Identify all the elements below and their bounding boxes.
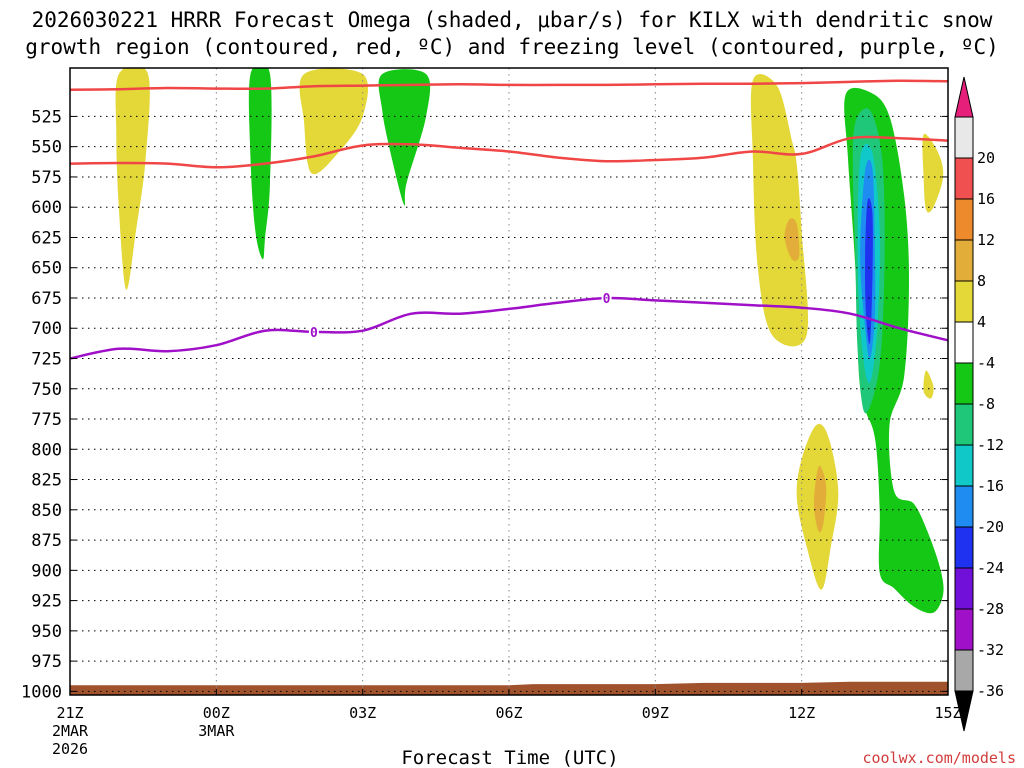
colorbar: 20 16 12 8 4 -4 -8 -12 -16 -20 -24 -28 -32 -36 [954,76,1004,732]
colorbar-swatch-13 [954,649,974,692]
freezing-level-label-0: 0 [310,326,318,341]
x-tick-label-1: 00Z [203,704,230,722]
dgz-contour-lower [70,135,948,169]
x-tick-label-4: 09Z [642,704,669,722]
contour-label-layer: 00 [308,290,612,341]
colorbar-swatch-6 [954,362,974,405]
colorbar-label-2: 12 [977,231,995,249]
colorbar-swatch-5 [954,321,974,364]
colorbar-swatch-8 [954,444,974,487]
omega-region-1 [248,68,272,260]
omega-region-7 [813,465,827,533]
omega-region-8 [922,133,944,213]
y-tick-label-16: 925 [31,592,62,612]
y-tick-label-8: 725 [31,350,62,370]
y-tick-label-18: 975 [31,652,62,672]
x-tick-date-1: 3MAR [198,722,235,740]
x-tick-label-6: 15Z [934,704,961,722]
colorbar-swatch-10 [954,526,974,569]
y-tick-label-10: 775 [31,410,62,430]
colorbar-label-3: 8 [977,272,986,290]
y-tick-label-5: 650 [31,259,62,279]
y-tick-label-15: 900 [31,561,62,581]
y-tick-label-11: 800 [31,440,62,460]
omega-region-2 [299,68,369,175]
y-tick-label-7: 700 [31,319,62,339]
x-tick-date-0: 2MAR [52,722,89,740]
dgz-contour-upper [70,79,948,92]
y-tick-label-2: 575 [31,168,62,188]
credit-text[interactable]: coolwx.com/models [862,749,1016,767]
grid-layer [70,68,948,695]
colorbar-swatch-12 [954,608,974,651]
colorbar-swatch-11 [954,567,974,610]
freezing-level-contour [70,296,948,360]
colorbar-label-5: -4 [977,354,995,372]
y-tick-label-6: 675 [31,289,62,309]
y-tick-label-19: 1000 [21,682,62,702]
colorbar-label-1: 16 [977,190,995,208]
x-tick-label-0: 21Z [56,704,83,722]
omega-region-4 [750,74,809,347]
freezing-label-bg-0 [308,324,319,339]
terrain-fill [70,681,948,695]
colorbar-label-9: -20 [977,518,1004,536]
colorbar-swatch-9 [954,485,974,528]
x-tick-label-5: 12Z [788,704,815,722]
omega-region-14 [865,198,873,344]
x-tick-label-2: 03Z [349,704,376,722]
y-tick-label-1: 550 [31,138,62,158]
colorbar-swatch-7 [954,403,974,446]
colorbar-label-6: -8 [977,395,995,413]
colorbar-swatch-4 [954,280,974,323]
y-tick-label-4: 625 [31,228,62,248]
colorbar-label-10: -24 [977,559,1004,577]
colorbar-label-4: 4 [977,313,986,331]
colorbar-label-0: 20 [977,149,995,167]
y-tick-label-9: 750 [31,380,62,400]
colorbar-swatch-2 [954,198,974,241]
x-axis-label: Forecast Time (UTC) [401,747,618,768]
y-tick-label-13: 850 [31,501,62,521]
colorbar-bottom-arrow [954,690,974,732]
terrain-layer [70,681,948,695]
y-axis: 525 550 575 600 625 650 675 700 725 750 775 800 825 8… [21,107,948,702]
colorbar-label-13: -36 [977,682,1004,700]
x-tick-year-0: 2026 [52,740,88,758]
y-tick-label-3: 600 [31,198,62,218]
colorbar-top-arrow [954,76,974,118]
colorbar-swatch-1 [954,157,974,200]
omega-region-5 [784,218,800,261]
colorbar-swatch-3 [954,239,974,282]
colorbar-label-11: -28 [977,600,1004,618]
colorbar-swatch-0 [954,116,974,159]
colorbar-label-12: -32 [977,641,1004,659]
chart-title-line-2: growth region (contoured, red, ºC) and f… [25,35,999,59]
omega-shading-layer [115,68,944,614]
omega-region-0 [115,68,150,290]
y-tick-label-14: 875 [31,531,62,551]
omega-region-3 [378,69,431,206]
colorbar-label-8: -16 [977,477,1004,495]
y-tick-label-12: 825 [31,471,62,491]
x-tick-label-3: 06Z [495,704,522,722]
y-tick-label-17: 950 [31,622,62,642]
freezing-level-label-1: 0 [603,292,611,307]
contour-line-layer [70,79,948,360]
freezing-label-bg-1 [601,290,612,305]
omega-region-9 [923,370,934,399]
colorbar-label-7: -12 [977,436,1004,454]
y-tick-label-0: 525 [31,107,62,127]
chart-title-line-1: 2026030221 HRRR Forecast Omega (shaded, … [32,8,993,32]
